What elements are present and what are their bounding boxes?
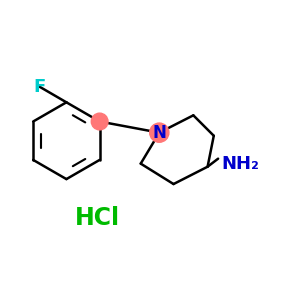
- Text: HCl: HCl: [75, 206, 120, 230]
- Text: F: F: [34, 78, 46, 96]
- Circle shape: [150, 123, 169, 142]
- Text: NH₂: NH₂: [221, 154, 259, 172]
- Text: N: N: [152, 124, 166, 142]
- Circle shape: [91, 113, 108, 130]
